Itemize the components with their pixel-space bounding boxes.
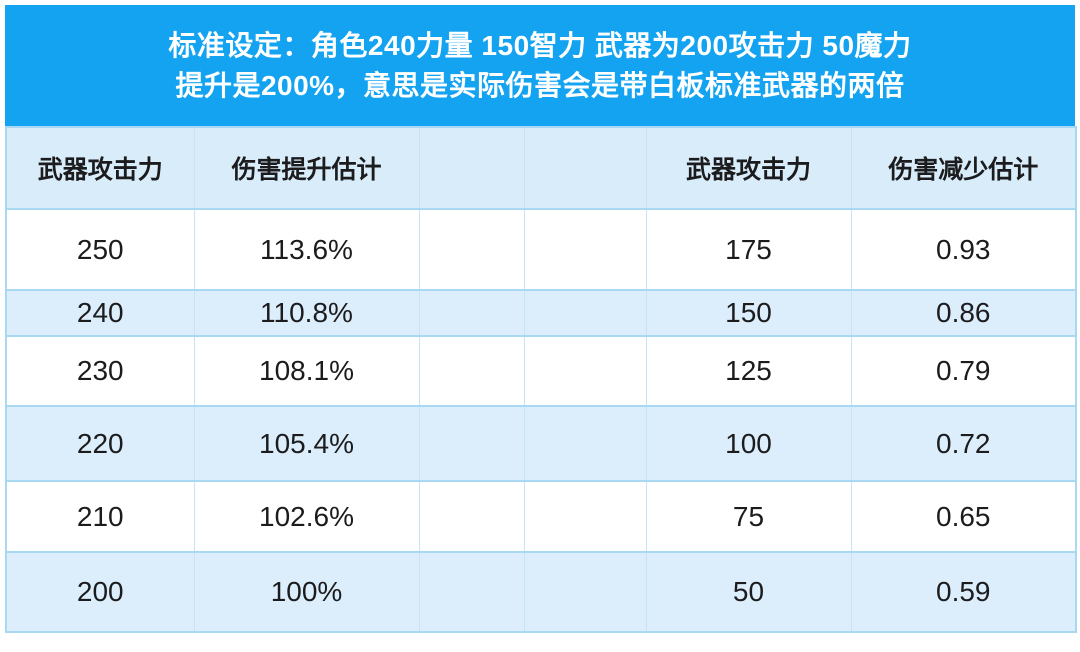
cell-damage-increase: 108.1% (193, 335, 420, 407)
cell-damage-increase: 105.4% (193, 405, 420, 482)
cell-damage-increase: 102.6% (193, 480, 420, 553)
cell-spacer1 (418, 208, 525, 291)
cell-damage-increase: 110.8% (193, 289, 420, 337)
cell-damage-decrease: 0.93 (850, 208, 1077, 291)
title-banner-line2: 提升是200%，意思是实际伤害会是带白板标准武器的两倍 (175, 69, 905, 101)
cell-spacer2 (523, 551, 647, 633)
column-header-damage-increase: 伤害提升估计 (193, 126, 420, 210)
cell-spacer1 (418, 405, 525, 482)
table-row: 230 108.1% 125 0.79 (5, 335, 1077, 407)
cell-spacer1 (418, 335, 525, 407)
cell-weapon-attack-left: 250 (5, 208, 195, 291)
cell-weapon-attack-left: 200 (5, 551, 195, 633)
cell-damage-decrease: 0.72 (850, 405, 1077, 482)
cell-spacer1 (418, 551, 525, 633)
cell-weapon-attack-left: 210 (5, 480, 195, 553)
table-header-row: 武器攻击力 伤害提升估计 武器攻击力 伤害减少估计 (5, 126, 1077, 210)
column-header-weapon-attack-left: 武器攻击力 (5, 126, 195, 210)
cell-damage-decrease: 0.79 (850, 335, 1077, 407)
cell-weapon-attack-left: 220 (5, 405, 195, 482)
table-row: 250 113.6% 175 0.93 (5, 208, 1077, 291)
title-banner-line1: 标准设定：角色240力量 150智力 武器为200攻击力 50魔力 (168, 29, 912, 61)
cell-weapon-attack-left: 240 (5, 289, 195, 337)
cell-damage-decrease: 0.86 (850, 289, 1077, 337)
cell-weapon-attack-right: 100 (645, 405, 852, 482)
column-header-spacer2 (523, 126, 647, 210)
cell-damage-decrease: 0.65 (850, 480, 1077, 553)
cell-weapon-attack-right: 75 (645, 480, 852, 553)
cell-spacer1 (418, 289, 525, 337)
cell-weapon-attack-right: 150 (645, 289, 852, 337)
cell-weapon-attack-right: 175 (645, 208, 852, 291)
column-header-weapon-attack-right: 武器攻击力 (645, 126, 852, 210)
cell-spacer2 (523, 335, 647, 407)
column-header-damage-decrease: 伤害减少估计 (850, 126, 1077, 210)
cell-damage-increase: 113.6% (193, 208, 420, 291)
cell-damage-increase: 100% (193, 551, 420, 633)
cell-spacer2 (523, 208, 647, 291)
table-row: 210 102.6% 75 0.65 (5, 480, 1077, 553)
cell-spacer2 (523, 289, 647, 337)
cell-spacer1 (418, 480, 525, 553)
damage-table: 武器攻击力 伤害提升估计 武器攻击力 伤害减少估计 250 113.6% 175… (5, 126, 1077, 633)
cell-spacer2 (523, 480, 647, 553)
table-row: 220 105.4% 100 0.72 (5, 405, 1077, 482)
cell-damage-decrease: 0.59 (850, 551, 1077, 633)
cell-spacer2 (523, 405, 647, 482)
table-row: 240 110.8% 150 0.86 (5, 289, 1077, 337)
cell-weapon-attack-right: 125 (645, 335, 852, 407)
table-row: 200 100% 50 0.59 (5, 551, 1077, 633)
column-header-spacer1 (418, 126, 525, 210)
cell-weapon-attack-left: 230 (5, 335, 195, 407)
cell-weapon-attack-right: 50 (645, 551, 852, 633)
title-banner: 标准设定：角色240力量 150智力 武器为200攻击力 50魔力 提升是200… (5, 5, 1075, 126)
